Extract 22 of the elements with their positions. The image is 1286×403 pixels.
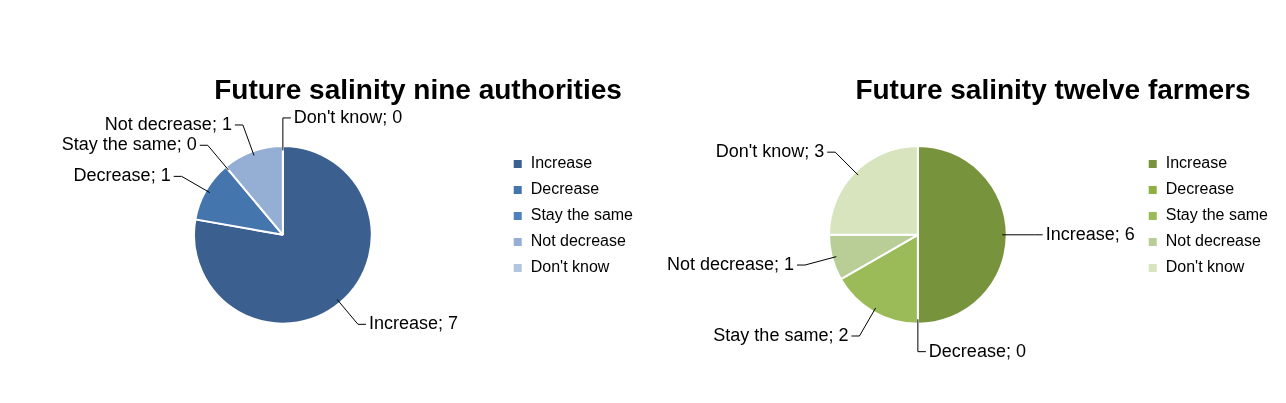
legend-label: Decrease <box>1165 180 1235 198</box>
text: Don't know; 0 <box>293 106 403 127</box>
legend-label: Not decrease <box>1165 232 1261 250</box>
legend-label: Decrease <box>530 180 600 198</box>
data-label: Decrease; 1 <box>73 165 171 186</box>
text: Stay the same; 0 <box>61 134 197 155</box>
legend-label: Increase <box>1165 154 1228 172</box>
data-label: Stay the same; 2 <box>713 324 849 345</box>
data-label: Increase; 6 <box>1045 223 1135 244</box>
data-label: Don't know; 3 <box>715 141 825 162</box>
chart-title: Future salinity nine authorities <box>214 73 622 105</box>
legend-label: Don't know <box>530 258 610 276</box>
legend-label: Stay the same <box>530 206 634 224</box>
legend-label: Don't know <box>1165 258 1245 276</box>
data-label: Increase; 7 <box>368 313 459 334</box>
data-label: Not decrease; 1 <box>666 254 794 275</box>
legend-label: Not decrease <box>530 232 626 250</box>
legend-label: Increase <box>530 154 593 172</box>
chart-title: Future salinity twelve farmers <box>855 73 1251 105</box>
data-label: Not decrease; 1 <box>104 113 232 134</box>
legend-label: Stay the same <box>1165 206 1269 224</box>
text: Decrease; 0 <box>928 340 1026 361</box>
